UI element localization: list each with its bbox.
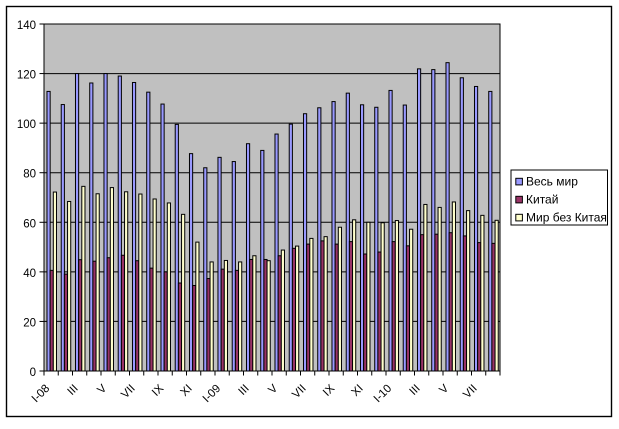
svg-text:40: 40: [23, 268, 36, 280]
svg-text:100: 100: [17, 119, 36, 131]
svg-text:Весь мир: Весь мир: [526, 174, 578, 188]
svg-text:0: 0: [30, 367, 36, 379]
svg-text:60: 60: [23, 218, 36, 230]
svg-text:140: 140: [17, 20, 36, 32]
svg-text:20: 20: [23, 317, 36, 329]
svg-text:Китай: Китай: [526, 192, 558, 206]
svg-text:80: 80: [23, 169, 36, 181]
svg-text:Мир без Китая: Мир без Китая: [526, 210, 607, 224]
svg-text:120: 120: [17, 70, 36, 82]
